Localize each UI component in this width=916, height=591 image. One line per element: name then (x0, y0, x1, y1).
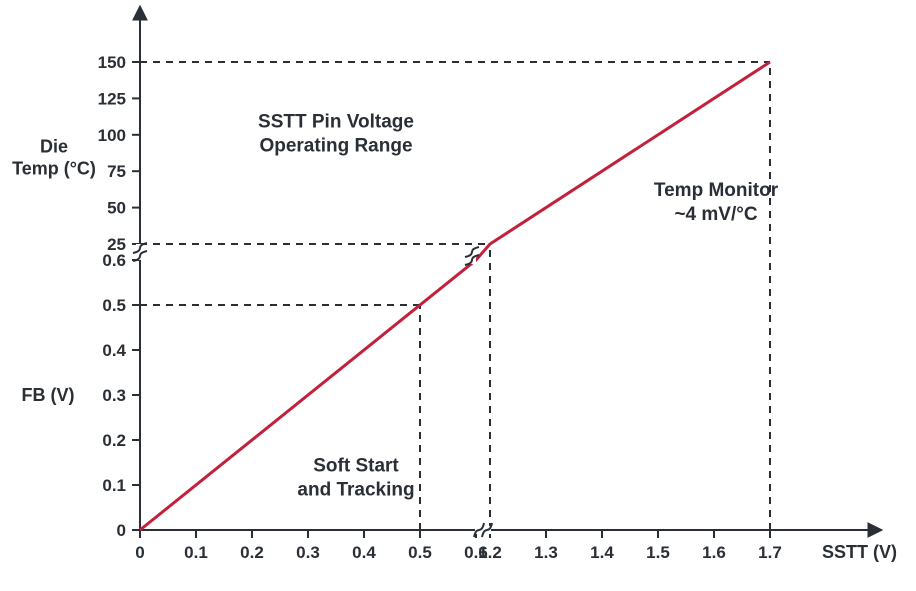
svg-text:0.3: 0.3 (102, 386, 126, 405)
svg-text:1.6: 1.6 (702, 543, 726, 562)
svg-text:0.5: 0.5 (102, 296, 126, 315)
svg-text:100: 100 (98, 126, 126, 145)
svg-text:0.2: 0.2 (102, 431, 126, 450)
x-axis-label: SSTT (V) (822, 542, 897, 562)
annotation-operating-range-2: Operating Range (259, 136, 412, 157)
annotation-soft-start-2: and Tracking (297, 480, 414, 501)
svg-text:1.2: 1.2 (478, 543, 502, 562)
annotation-operating-range-1: SSTT Pin Voltage (258, 112, 414, 133)
svg-text:1.7: 1.7 (758, 543, 782, 562)
y-axis-upper-label-1: Die (40, 136, 68, 156)
svg-text:0.1: 0.1 (184, 543, 208, 562)
x-ticks: 00.10.20.30.40.50.61.21.31.41.51.61.7 (135, 530, 782, 562)
guide-lines (140, 62, 770, 530)
y-ticks: 00.10.20.30.40.50.6255075100125150 (98, 53, 140, 540)
svg-text:150: 150 (98, 53, 126, 72)
svg-text:0.3: 0.3 (296, 543, 320, 562)
svg-text:0.4: 0.4 (102, 341, 126, 360)
svg-text:75: 75 (107, 162, 126, 181)
annotation-soft-start-1: Soft Start (313, 456, 399, 477)
svg-text:0.1: 0.1 (102, 476, 126, 495)
y-axis-upper-label-2: Temp (°C) (12, 158, 96, 178)
svg-text:0: 0 (117, 521, 126, 540)
svg-text:1.5: 1.5 (646, 543, 670, 562)
svg-text:0: 0 (135, 543, 144, 562)
annotation-temp-monitor-1: Temp Monitor (654, 180, 779, 201)
svg-text:1.4: 1.4 (590, 543, 614, 562)
svg-text:1.3: 1.3 (534, 543, 558, 562)
data-line (140, 62, 770, 530)
sstt-chart: 00.10.20.30.40.50.61.21.31.41.51.61.7 00… (0, 0, 916, 591)
svg-text:0.4: 0.4 (352, 543, 376, 562)
annotation-temp-monitor-2: ~4 mV/°C (674, 204, 757, 225)
svg-text:0.2: 0.2 (240, 543, 264, 562)
svg-text:0.5: 0.5 (408, 543, 432, 562)
svg-text:125: 125 (98, 89, 126, 108)
y-axis-lower-label: FB (V) (22, 385, 75, 405)
svg-text:25: 25 (107, 235, 126, 254)
svg-text:50: 50 (107, 199, 126, 218)
